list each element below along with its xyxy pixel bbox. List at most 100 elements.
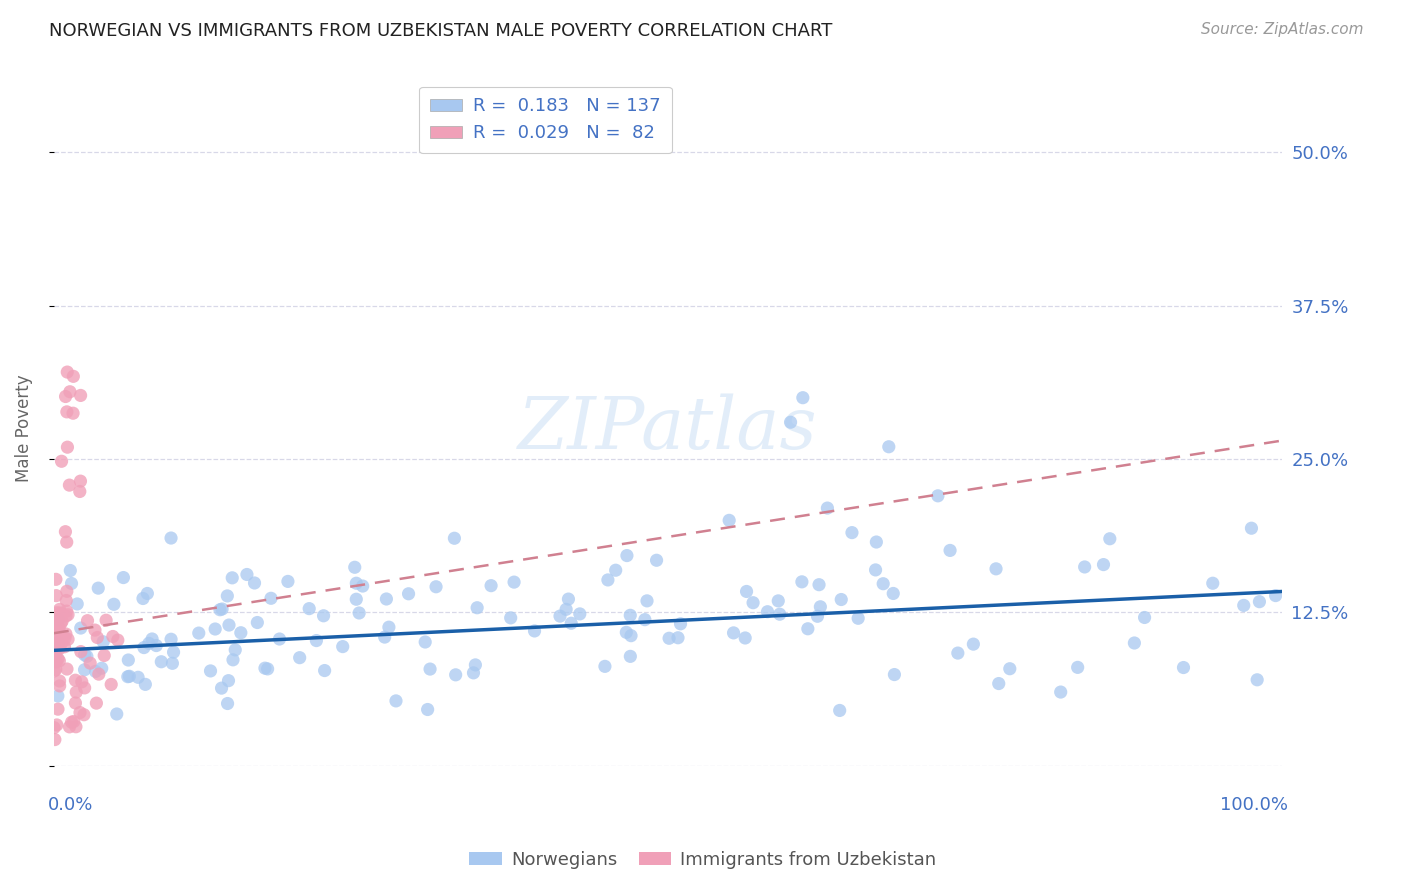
Point (277, 574, 299, 589)
Point (298, 601, 321, 615)
Point (260, 591, 283, 606)
Point (69, 706, 91, 720)
Point (91, 634, 114, 648)
Point (768, 594, 790, 608)
Point (808, 599, 831, 614)
Point (46, 606, 69, 620)
Point (55, 390, 77, 404)
Point (666, 631, 689, 645)
Point (162, 657, 184, 671)
Point (44, 629, 66, 643)
Point (946, 646, 969, 660)
Point (79, 656, 101, 670)
Point (62, 369, 84, 384)
Point (65, 685, 87, 699)
Point (69, 621, 91, 635)
Point (60, 576, 83, 591)
Point (1246, 673, 1268, 687)
Point (45, 622, 67, 636)
Point (243, 576, 266, 591)
Point (256, 662, 278, 676)
Point (51, 454, 73, 468)
Point (100, 677, 122, 691)
Point (65, 720, 87, 734)
Point (217, 589, 239, 603)
Point (44, 647, 66, 661)
Point (605, 563, 627, 577)
Point (56, 405, 79, 419)
Point (344, 576, 367, 591)
Point (65, 696, 87, 710)
Point (55, 609, 77, 624)
Point (86, 631, 108, 645)
Point (44, 732, 66, 747)
Point (1233, 599, 1256, 613)
Point (48, 654, 70, 668)
Point (1049, 685, 1071, 699)
Point (1173, 660, 1195, 674)
Text: Source: ZipAtlas.com: Source: ZipAtlas.com (1201, 22, 1364, 37)
Point (103, 597, 125, 611)
Point (58, 478, 80, 492)
Point (499, 611, 522, 625)
Point (865, 563, 887, 577)
Point (150, 655, 173, 669)
Point (734, 631, 756, 645)
Point (523, 624, 546, 638)
Point (46, 612, 69, 626)
Text: ZIPatlas: ZIPatlas (517, 393, 818, 464)
Point (44, 608, 66, 623)
Point (332, 640, 354, 654)
Point (998, 662, 1021, 676)
Point (872, 576, 894, 591)
Point (211, 681, 233, 695)
Point (1249, 595, 1271, 609)
Point (93, 648, 115, 663)
Point (1092, 558, 1115, 572)
Point (65, 673, 87, 688)
Point (723, 626, 745, 640)
Point (769, 607, 792, 622)
Point (636, 594, 658, 608)
Point (305, 633, 328, 648)
Point (756, 605, 779, 619)
Point (269, 632, 291, 646)
Point (218, 618, 240, 632)
Point (49, 616, 72, 631)
Point (55, 535, 77, 549)
Point (73, 681, 96, 695)
Point (374, 630, 396, 644)
Point (70, 645, 93, 659)
Point (45, 615, 67, 629)
Point (87, 667, 110, 681)
Point (1073, 560, 1095, 574)
Point (160, 632, 183, 647)
Point (378, 620, 401, 634)
Point (45, 663, 67, 677)
Point (416, 702, 439, 716)
Point (138, 636, 160, 650)
Point (288, 650, 311, 665)
Point (616, 549, 638, 563)
Point (444, 668, 467, 682)
Point (94, 613, 117, 627)
Point (398, 587, 420, 601)
Point (557, 592, 579, 607)
Point (90, 661, 112, 675)
Point (44, 664, 66, 678)
Point (60, 715, 83, 730)
Point (105, 706, 128, 721)
Point (45, 655, 67, 669)
Point (73, 648, 96, 662)
Point (211, 602, 233, 616)
Point (45, 638, 67, 652)
Point (841, 525, 863, 540)
Point (987, 676, 1010, 690)
Point (56, 607, 79, 622)
Point (224, 643, 246, 657)
Point (1066, 660, 1088, 674)
Point (619, 649, 641, 664)
Point (107, 633, 129, 648)
Point (463, 665, 485, 680)
Point (187, 626, 209, 640)
